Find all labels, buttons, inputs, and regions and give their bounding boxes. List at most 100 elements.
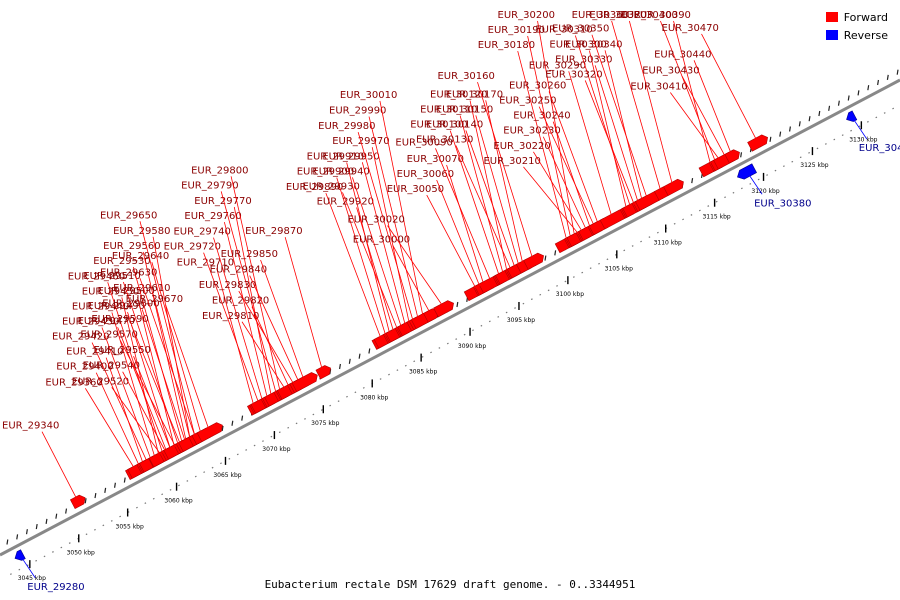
- gene-leader-line: [132, 266, 183, 444]
- gene-leader-line: [220, 191, 277, 394]
- forward-gene-box[interactable]: [747, 133, 770, 152]
- ruler-tick-label: 3085 kbp: [409, 369, 437, 376]
- reverse-gene-box[interactable]: [13, 549, 26, 563]
- forward-gene-label: EUR_29650: [100, 210, 157, 221]
- gene-leader-line: [122, 371, 166, 452]
- forward-gene-box[interactable]: [663, 177, 685, 196]
- gene-leader-line: [356, 207, 394, 332]
- forward-gene-box[interactable]: [433, 299, 456, 318]
- gene-leader-line: [223, 221, 268, 399]
- forward-gene-label: EUR_29900: [297, 167, 354, 178]
- reverse-gene[interactable]: [13, 549, 26, 563]
- axis-tick-mark: [241, 415, 244, 421]
- forward-gene-box[interactable]: [523, 251, 546, 270]
- forward-gene[interactable]: [433, 299, 456, 318]
- ruler-tick-label: 3045 kbp: [18, 575, 46, 582]
- ruler-tick-label: 3090 kbp: [458, 343, 486, 350]
- forward-gene-box[interactable]: [69, 493, 87, 510]
- forward-gene-label: EUR_29510: [83, 271, 140, 282]
- forward-gene[interactable]: [523, 251, 546, 270]
- forward-gene-label: EUR_30020: [347, 215, 404, 226]
- gene-leader-line: [130, 324, 181, 445]
- forward-gene-label: EUR_29940: [312, 166, 369, 177]
- forward-gene[interactable]: [291, 371, 320, 393]
- forward-gene-label: EUR_29540: [83, 361, 140, 372]
- forward-gene[interactable]: [724, 148, 742, 164]
- gene-leader-line: [233, 206, 272, 397]
- gene-leader-line: [137, 297, 175, 448]
- reverse-gene[interactable]: [735, 163, 757, 182]
- forward-gene-label: EUR_30400: [620, 10, 677, 21]
- ruler-tick-label: 3105 kbp: [605, 265, 633, 272]
- forward-gene-label: EUR_29820: [212, 296, 269, 307]
- forward-gene-label: EUR_30210: [483, 156, 540, 167]
- legend-label-forward: Forward: [843, 10, 888, 24]
- forward-gene-label: EUR_29740: [173, 227, 230, 238]
- reverse-gene-box[interactable]: [844, 110, 858, 124]
- ruler-tick-label: 3095 kbp: [507, 317, 535, 324]
- forward-gene-box[interactable]: [315, 364, 333, 380]
- axis-tick-mark: [544, 255, 547, 261]
- forward-gene-label: EUR_30190: [488, 25, 545, 36]
- axis-tick-mark: [867, 85, 870, 91]
- forward-gene-label: EUR_29490: [88, 301, 145, 312]
- forward-gene[interactable]: [69, 493, 87, 510]
- gene-leader-line: [111, 387, 162, 455]
- forward-gene-label: EUR_29920: [317, 196, 374, 207]
- forward-gene[interactable]: [315, 364, 333, 380]
- ruler-tick-label: 3070 kbp: [262, 446, 290, 453]
- forward-gene-box[interactable]: [196, 421, 225, 443]
- forward-gene-label: EUR_30250: [499, 96, 556, 107]
- reverse-gene-box[interactable]: [735, 163, 757, 182]
- axis-tick-mark: [338, 363, 341, 370]
- forward-gene-label: EUR_29500: [97, 286, 154, 297]
- ruler-tick-label: 3130 kbp: [849, 136, 877, 143]
- axis-tick-mark: [35, 523, 38, 530]
- reverse-gene[interactable]: [844, 110, 858, 124]
- ruler-tick-label: 3075 kbp: [311, 420, 339, 427]
- forward-gene-label: EUR_30240: [513, 111, 570, 122]
- gene-leader-line: [117, 327, 167, 452]
- legend: Forward Reverse: [825, 8, 888, 44]
- gene-leader-line: [91, 342, 148, 462]
- forward-gene-label: EUR_29560: [103, 241, 160, 252]
- forward-gene-label: EUR_30310: [535, 25, 592, 36]
- forward-gene-box[interactable]: [724, 148, 742, 164]
- forward-gene-label: EUR_29830: [199, 280, 256, 291]
- forward-gene-box[interactable]: [291, 371, 320, 393]
- forward-gene-label: EUR_30290: [529, 60, 586, 71]
- axis-tick-mark: [113, 482, 116, 488]
- gene-leader-line: [152, 293, 191, 439]
- forward-gene-label: EUR_30090: [395, 137, 452, 148]
- ruler-tick-label: 3125 kbp: [800, 162, 828, 169]
- forward-gene-label: EUR_30430: [642, 65, 699, 76]
- gene-leader-line: [538, 106, 595, 226]
- gene-leader-line: [533, 151, 583, 233]
- ruler-tick-label: 3110 kbp: [654, 240, 682, 247]
- forward-gene[interactable]: [196, 421, 225, 443]
- forward-gene[interactable]: [747, 133, 770, 152]
- forward-gene-label: EUR_30320: [545, 69, 602, 80]
- gene-leader-line: [584, 80, 635, 205]
- gene-leader-line: [435, 148, 491, 281]
- gene-leader-line: [139, 221, 196, 437]
- reverse-gene-label: EUR_30380: [754, 198, 811, 209]
- forward-gene-label: EUR_29420: [52, 332, 109, 343]
- gene-leader-line: [111, 312, 156, 458]
- gene-leader-line: [379, 100, 424, 317]
- forward-gene-label: EUR_29870: [245, 226, 302, 237]
- gene-leader-line: [469, 100, 508, 272]
- gene-leader-line: [127, 312, 171, 450]
- forward-gene-label: EUR_29590: [91, 314, 148, 325]
- ruler-tick-label: 3055 kbp: [116, 523, 144, 530]
- gene-leader-line: [84, 388, 135, 469]
- gene-leader-line: [527, 35, 572, 239]
- forward-gene-label: EUR_29440: [72, 301, 129, 312]
- forward-gene-label: EUR_29930: [302, 181, 359, 192]
- gene-leader-line: [681, 76, 726, 157]
- legend-item-forward: Forward: [825, 8, 888, 26]
- gene-leader-line: [465, 130, 516, 268]
- forward-gene[interactable]: [663, 177, 685, 196]
- forward-gene-label: EUR_30130: [416, 134, 473, 145]
- forward-gene-label: EUR_29670: [126, 294, 183, 305]
